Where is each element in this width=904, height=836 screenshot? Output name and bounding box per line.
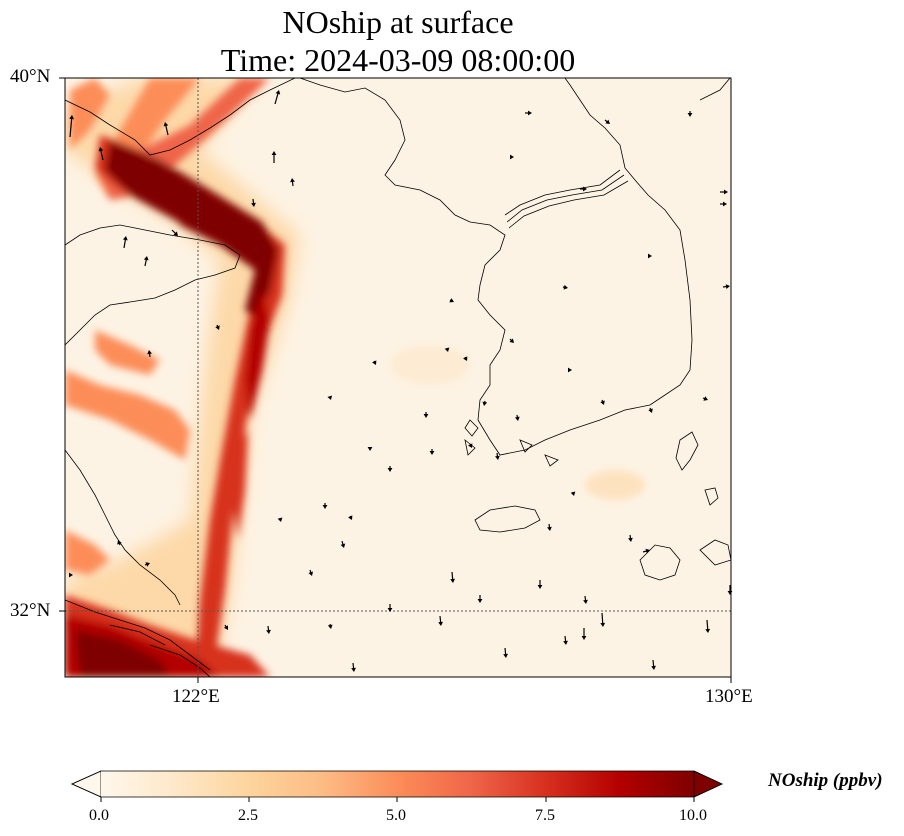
wind-vectors — [69, 90, 733, 672]
wind-arrow — [98, 147, 104, 161]
wind-arrow — [705, 619, 711, 633]
wind-arrow — [122, 236, 128, 249]
wind-arrow — [720, 189, 728, 195]
wind-arrow — [266, 625, 271, 634]
colorbar-tick-2: 5.0 — [386, 807, 406, 824]
colorbar-tick-3: 7.5 — [535, 807, 555, 824]
wind-arrow — [628, 534, 633, 542]
wind-arrow — [547, 523, 552, 531]
wind-arrow — [69, 115, 75, 138]
wind-arrow — [477, 595, 483, 603]
map-frame — [64, 77, 732, 678]
wind-arrow — [251, 198, 256, 207]
wind-arrow — [648, 253, 652, 259]
lon-label-122e: 122°E — [172, 686, 220, 707]
wind-arrow — [143, 256, 149, 267]
wind-arrow — [642, 548, 650, 554]
wind-arrow — [340, 540, 346, 548]
wind-arrow — [651, 659, 656, 670]
colorbar — [71, 770, 723, 802]
lat-label-40n: 40°N — [10, 66, 51, 87]
gridlines — [65, 78, 731, 677]
wind-arrow — [387, 466, 393, 472]
wind-arrow — [444, 347, 450, 352]
wind-arrow — [720, 201, 727, 207]
wind-arrow — [570, 491, 576, 496]
wind-arrow — [463, 356, 468, 361]
wind-arrow — [702, 396, 708, 401]
wind-arrow — [514, 414, 520, 421]
wind-arrow — [583, 595, 588, 604]
wind-arrow — [537, 580, 543, 589]
wind-arrow — [117, 540, 122, 546]
wind-arrow — [581, 628, 587, 640]
wind-arrow — [449, 298, 454, 303]
lat-label-32n: 32°N — [10, 600, 51, 621]
wind-arrow — [144, 562, 150, 567]
map-title-line2: Time: 2024-03-09 08:00:00 — [220, 42, 576, 78]
colorbar-extend-max — [693, 770, 723, 798]
wind-arrow — [351, 662, 356, 672]
wind-arrow — [163, 122, 169, 136]
wind-arrow — [171, 229, 178, 236]
wind-arrow — [372, 360, 377, 365]
wind-arrow — [495, 452, 500, 460]
wind-arrow — [468, 443, 473, 448]
wind-arrow — [722, 284, 730, 289]
wind-arrow — [69, 572, 73, 578]
wind-arrow — [600, 399, 605, 405]
colorbar-extend-min — [71, 770, 102, 798]
wind-arrow — [327, 395, 333, 400]
concentration-field — [65, 78, 731, 677]
wind-arrow — [308, 569, 314, 576]
wind-arrow — [423, 412, 429, 418]
colorbar-label: NOship (ppbv) — [768, 770, 883, 791]
colorbar-tick-1: 2.5 — [238, 807, 258, 824]
wind-arrow — [271, 151, 277, 163]
wind-arrow — [509, 338, 514, 343]
wind-arrow — [525, 110, 532, 116]
wind-arrow — [147, 350, 152, 358]
colorbar-bar — [101, 771, 694, 797]
wind-arrow — [562, 284, 568, 290]
wind-arrow — [482, 400, 488, 406]
wind-arrow — [438, 615, 443, 626]
wind-arrow — [327, 623, 333, 629]
wind-arrow — [563, 635, 568, 645]
wind-arrow — [429, 449, 435, 455]
wind-arrow — [687, 111, 693, 117]
wind-arrow — [604, 119, 610, 124]
wind-arrow — [568, 367, 572, 373]
wind-arrow — [348, 515, 353, 520]
wind-arrow — [450, 571, 456, 583]
map-title-line1: NOship at surface — [282, 4, 514, 40]
wind-arrow — [290, 178, 295, 187]
wind-arrow — [274, 90, 281, 105]
colorbar-tick-4: 10.0 — [679, 807, 707, 824]
wind-arrow — [277, 517, 283, 522]
lon-label-130e: 130°E — [705, 686, 753, 707]
wind-arrow — [387, 604, 393, 612]
wind-arrow — [223, 624, 228, 630]
wind-arrow — [600, 612, 606, 627]
wind-arrow — [648, 407, 653, 413]
wind-arrow — [367, 447, 373, 451]
wind-arrow — [510, 154, 514, 160]
wind-arrow — [215, 324, 220, 330]
wind-arrow — [322, 503, 328, 509]
wind-arrow — [580, 186, 587, 192]
wind-arrow — [503, 647, 508, 658]
colorbar-tick-0: 0.0 — [89, 807, 109, 824]
